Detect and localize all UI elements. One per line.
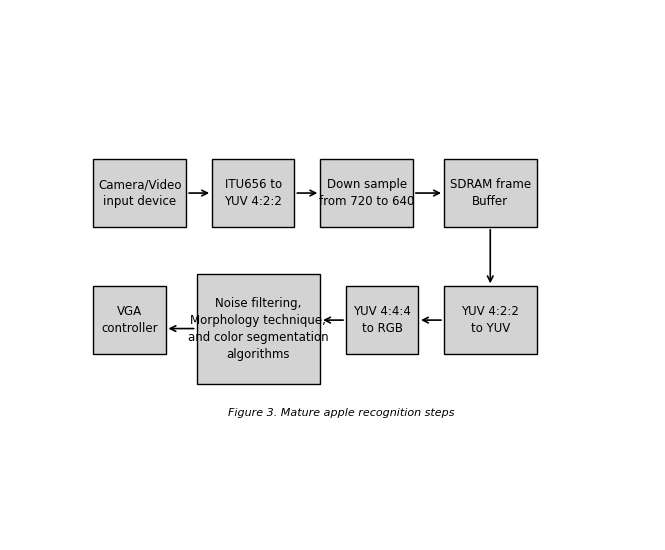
FancyBboxPatch shape [444, 286, 537, 354]
Text: YUV 4:4:4
to RGB: YUV 4:4:4 to RGB [353, 305, 411, 335]
FancyBboxPatch shape [444, 159, 537, 227]
FancyBboxPatch shape [321, 159, 413, 227]
FancyBboxPatch shape [93, 286, 166, 354]
FancyBboxPatch shape [197, 273, 321, 384]
Text: YUV 4:2:2
to YUV: YUV 4:2:2 to YUV [462, 305, 519, 335]
Text: Down sample
from 720 to 640: Down sample from 720 to 640 [319, 178, 414, 208]
Text: SDRAM frame
Buffer: SDRAM frame Buffer [450, 178, 531, 208]
FancyBboxPatch shape [212, 159, 295, 227]
Text: Figure 3. Mature apple recognition steps: Figure 3. Mature apple recognition steps [227, 408, 454, 418]
Text: VGA
controller: VGA controller [101, 305, 158, 335]
Text: Noise filtering,
Morphology technique,
and color segmentation
algorithms: Noise filtering, Morphology technique, a… [188, 296, 329, 361]
FancyBboxPatch shape [93, 159, 186, 227]
Text: ITU656 to
YUV 4:2:2: ITU656 to YUV 4:2:2 [224, 178, 282, 208]
Text: Camera/Video
input device: Camera/Video input device [98, 178, 182, 208]
FancyBboxPatch shape [346, 286, 418, 354]
